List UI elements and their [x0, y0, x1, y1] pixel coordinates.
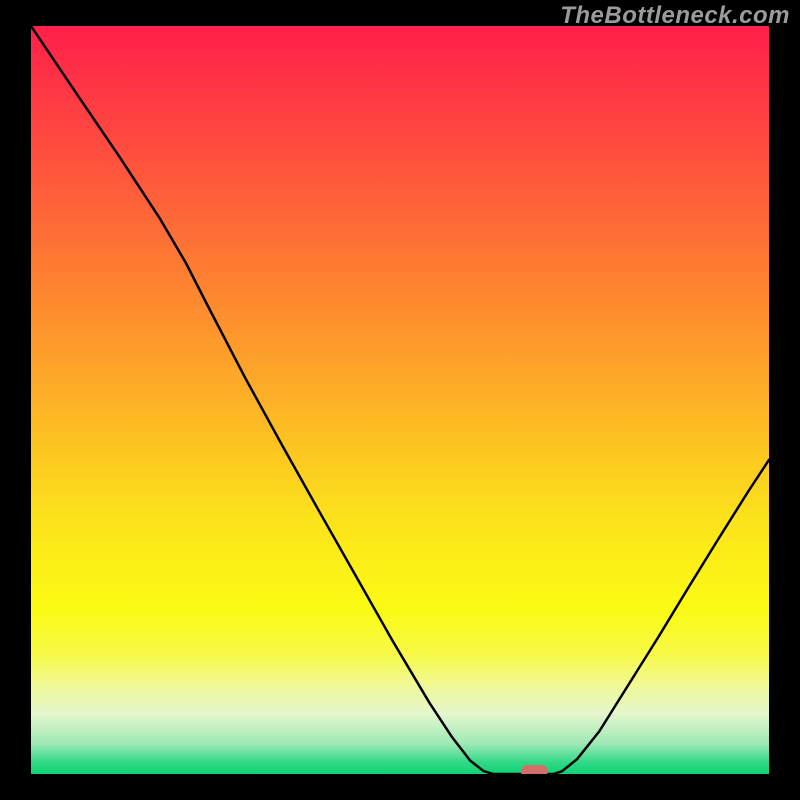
chart-background [31, 26, 769, 774]
figure-container: TheBottleneck.com [0, 0, 800, 800]
plot-area [31, 26, 769, 774]
optimum-marker [521, 765, 548, 774]
chart-svg [31, 26, 769, 774]
